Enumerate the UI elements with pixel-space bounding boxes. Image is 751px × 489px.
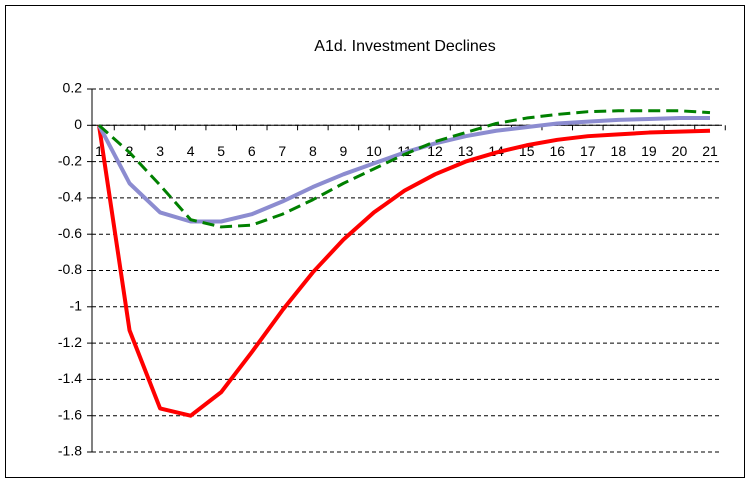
x-tick-label: 20 <box>672 143 688 159</box>
y-tick-label: 0.2 <box>63 80 83 96</box>
y-tick-label: -0.8 <box>58 261 82 277</box>
y-tick-label: 0 <box>74 116 82 132</box>
x-tick-label: 12 <box>427 143 443 159</box>
x-tick-label: 7 <box>278 143 286 159</box>
x-tick-label: 3 <box>156 143 164 159</box>
y-tick-label: -0.6 <box>58 225 82 241</box>
y-tick-label: -0.2 <box>58 152 82 168</box>
x-tick-label: 4 <box>187 143 195 159</box>
x-tick-label: 9 <box>340 143 348 159</box>
y-tick-label: -1.2 <box>58 334 82 350</box>
x-tick-label: 17 <box>580 143 596 159</box>
x-tick-label: 6 <box>248 143 256 159</box>
x-tick-label: 8 <box>309 143 317 159</box>
y-tick-label: -0.4 <box>58 189 82 205</box>
x-tick-label: 10 <box>366 143 382 159</box>
line-series <box>97 125 711 418</box>
y-tick-label: -1.4 <box>58 370 82 386</box>
y-tick-label: -1 <box>70 298 83 314</box>
x-tick-label: 21 <box>702 143 718 159</box>
x-tick-label: 18 <box>611 143 627 159</box>
x-tick-label: 19 <box>641 143 657 159</box>
x-tick-label: 1 <box>95 143 103 159</box>
x-tick-label: 16 <box>549 143 565 159</box>
line-series <box>97 116 710 224</box>
y-tick-label: -1.8 <box>58 443 82 459</box>
chart-title: A1d. Investment Declines <box>314 38 495 55</box>
x-tick-label: 13 <box>458 143 474 159</box>
chart-border <box>5 5 745 478</box>
y-tick-label: -1.6 <box>58 406 82 422</box>
line-series <box>98 109 711 229</box>
x-tick-label: 5 <box>217 143 225 159</box>
